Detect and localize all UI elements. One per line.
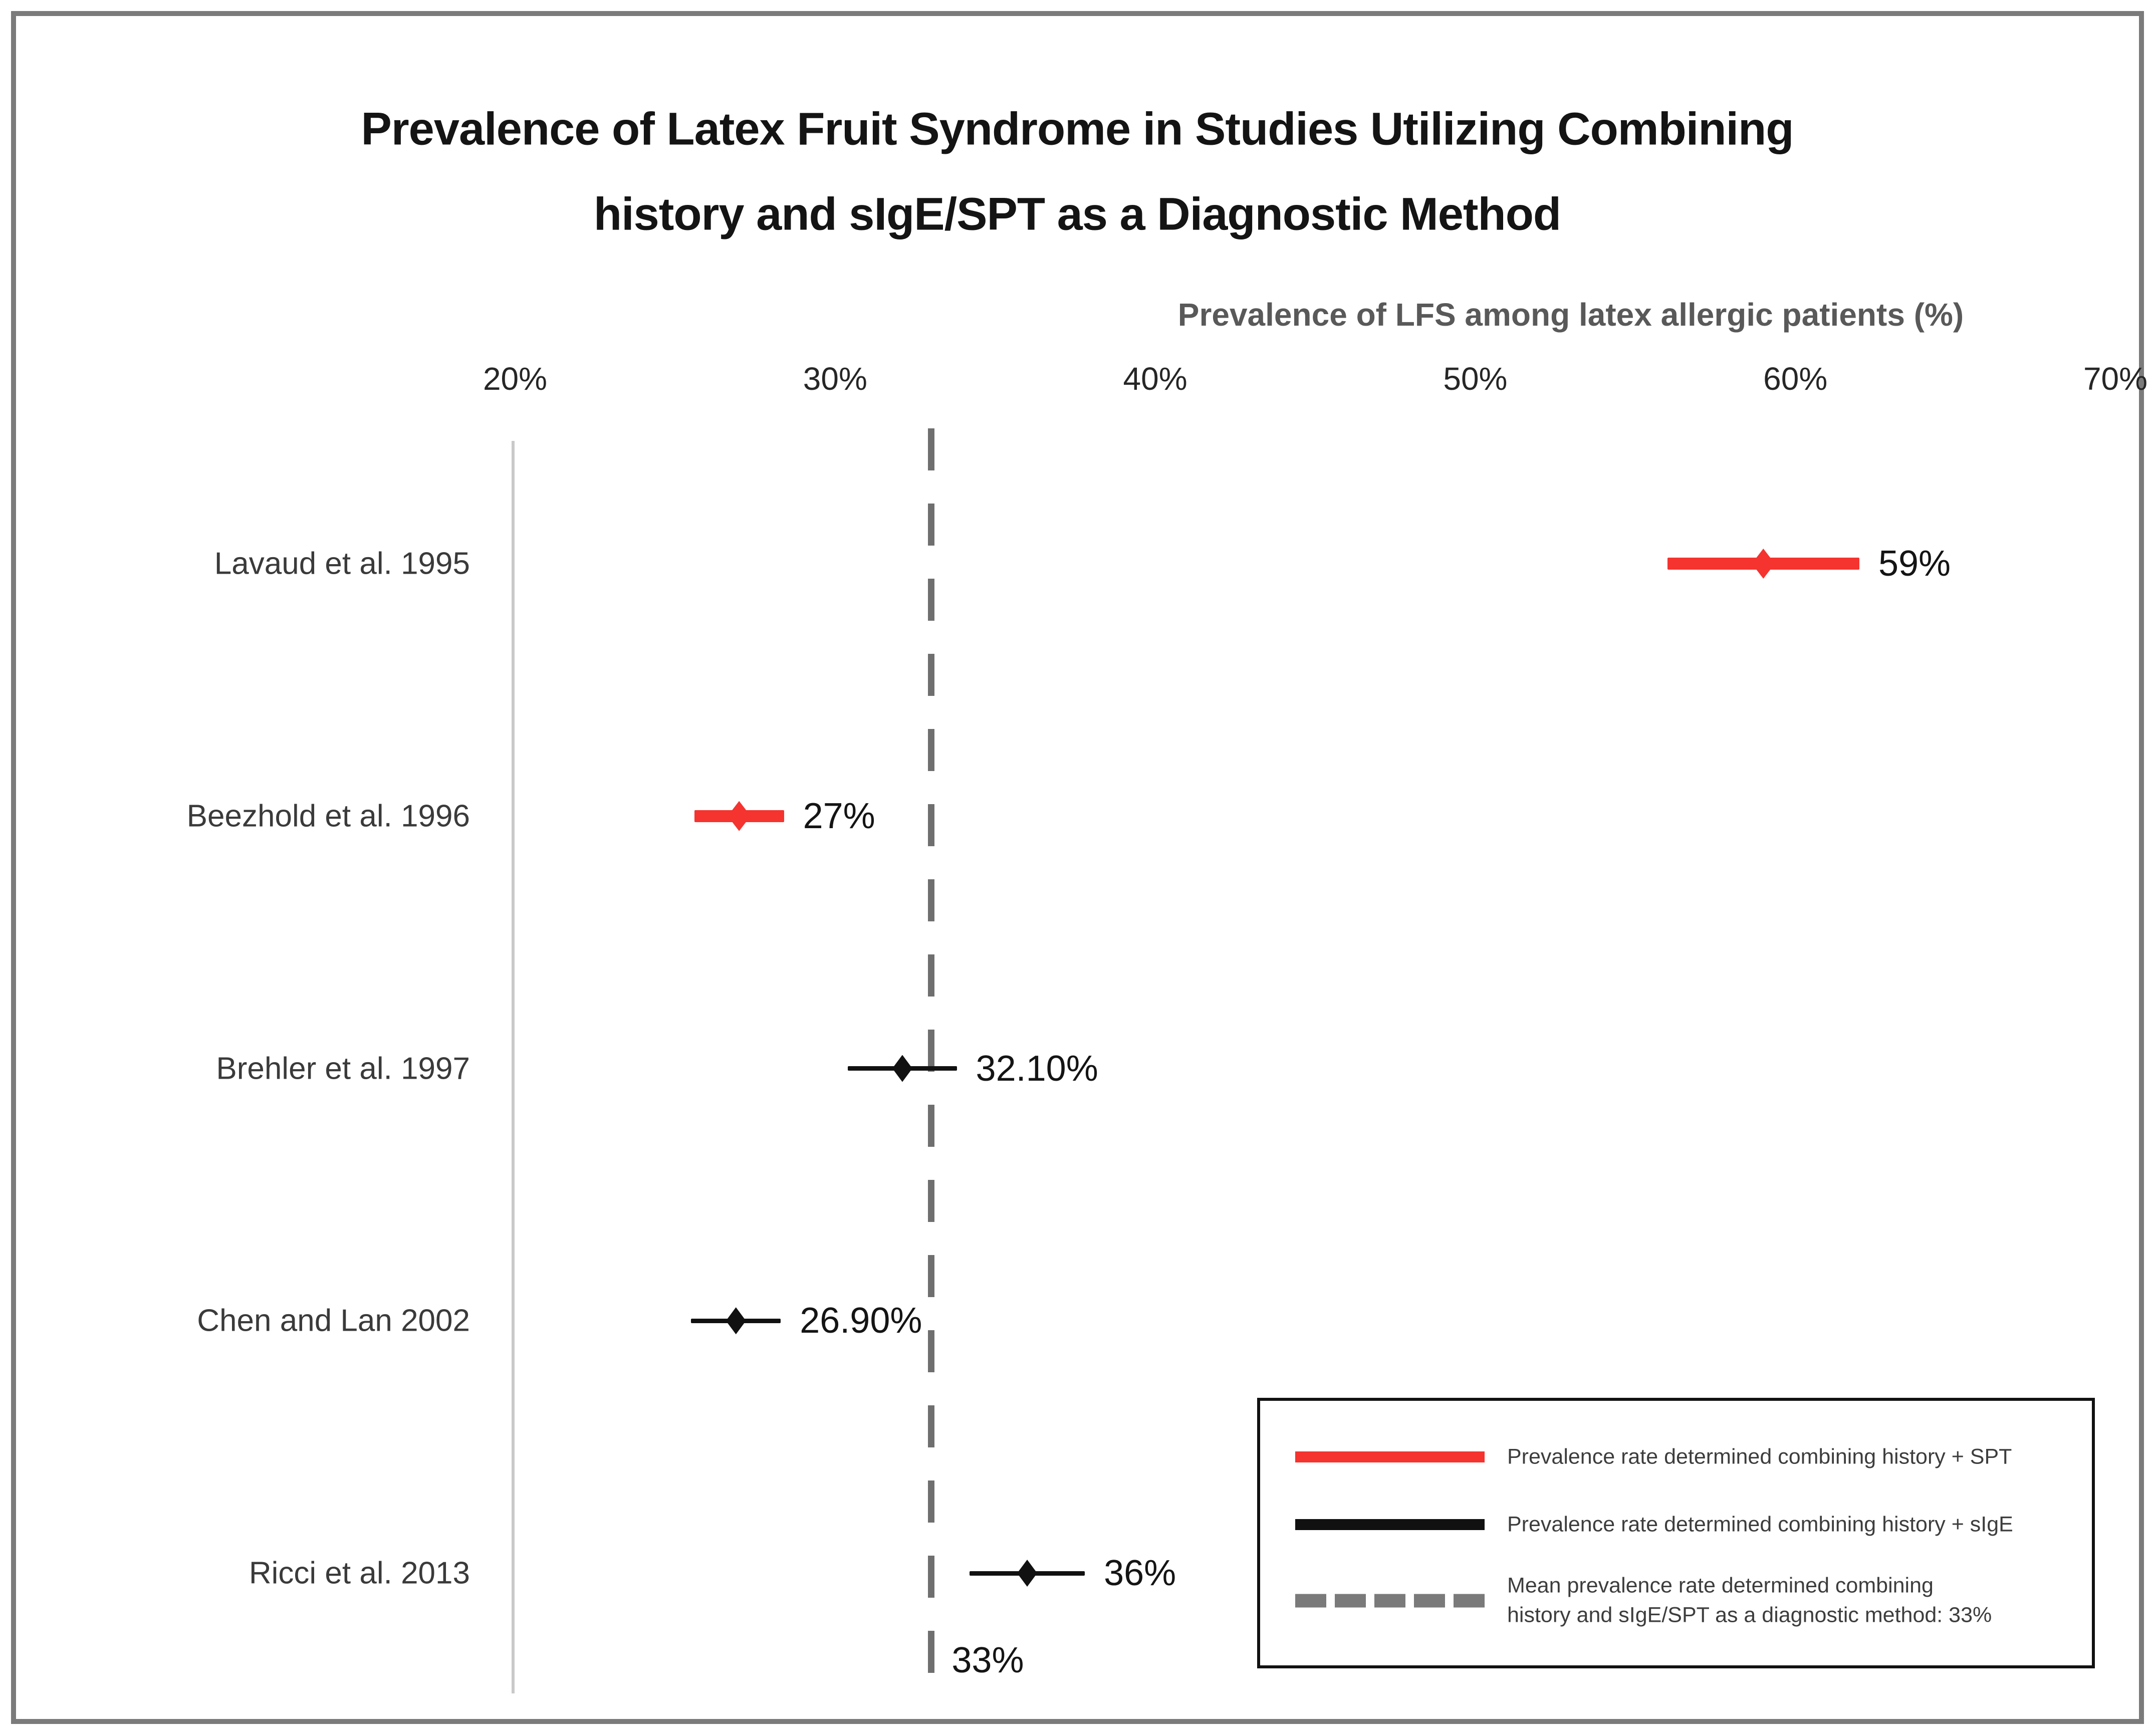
legend-swatch-solid-black [1295, 1519, 1485, 1530]
y-axis-line [512, 441, 515, 1693]
mean-value-label: 33% [951, 1640, 1024, 1680]
x-axis-tick: 70% [2083, 361, 2148, 397]
chart-title-line-2: history and sIgE/SPT as a Diagnostic Met… [593, 188, 1561, 240]
legend-label: Mean prevalence rate determined combinin… [1507, 1573, 1992, 1627]
study-label: Beezhold et al. 1996 [186, 799, 470, 834]
study-label: Ricci et al. 2013 [249, 1556, 470, 1591]
x-axis-tick: 40% [1123, 361, 1187, 397]
x-axis-tick: 30% [803, 361, 867, 397]
x-axis-tick: 50% [1443, 361, 1508, 397]
chart-title-line-1: Prevalence of Latex Fruit Syndrome in St… [361, 103, 1794, 155]
legend-label: Prevalence rate determined combining his… [1507, 1444, 2012, 1469]
value-label: 59% [1878, 544, 1951, 584]
x-axis-title: Prevalence of LFS among latex allergic p… [1177, 297, 1964, 333]
legend-swatch-solid-red [1295, 1451, 1485, 1462]
x-axis-tick: 60% [1763, 361, 1828, 397]
value-label: 36% [1104, 1553, 1176, 1593]
legend-swatch-dashed-gray [1295, 1594, 1485, 1608]
study-label: Chen and Lan 2002 [197, 1303, 470, 1338]
mean-dashed-line [928, 428, 935, 1678]
value-label: 32.10% [976, 1048, 1098, 1089]
legend-box: Prevalence rate determined combining his… [1257, 1398, 2095, 1668]
x-axis-tick: 20% [483, 361, 548, 397]
value-label: 26.90% [800, 1301, 922, 1341]
study-label: Lavaud et al. 1995 [214, 546, 470, 581]
legend-label: Prevalence rate determined combining his… [1507, 1512, 2013, 1537]
study-label: Brehler et al. 1997 [216, 1051, 470, 1086]
value-label: 27% [803, 796, 875, 836]
